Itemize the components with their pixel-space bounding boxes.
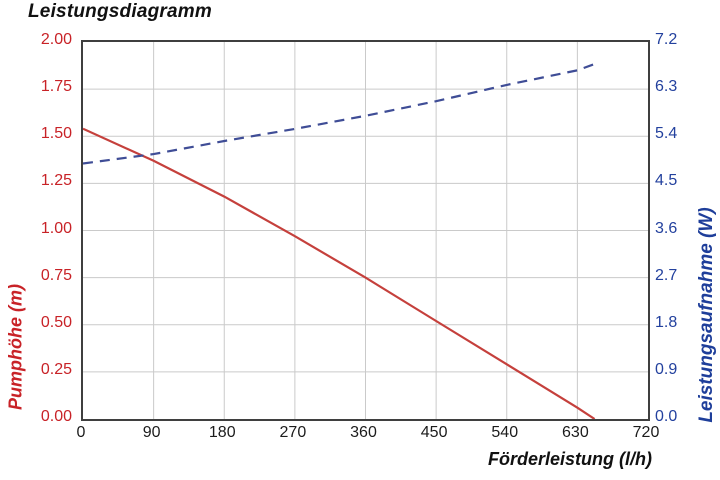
right-y-tick-label: 4.5 <box>655 172 678 190</box>
plot-area <box>81 40 650 421</box>
right-y-tick-label: 3.6 <box>655 219 678 237</box>
x-tick-label: 720 <box>632 424 660 441</box>
left-y-tick-label: 0.50 <box>40 313 72 331</box>
right-y-tick-label: 2.7 <box>655 266 678 284</box>
left-y-tick-label: 1.25 <box>40 172 72 190</box>
x-tick-label: 180 <box>208 424 236 441</box>
x-tick-label: 0 <box>76 424 86 441</box>
right-y-tick-label: 1.8 <box>655 313 678 331</box>
left-y-tick-label: 0.00 <box>40 408 72 425</box>
x-tick-label: 540 <box>491 424 519 441</box>
left-y-tick-label: 1.75 <box>40 78 72 96</box>
right-axis-label: Leistungsaufnahme (W) <box>696 207 717 423</box>
power-consumption-curve <box>83 62 595 165</box>
left-y-tick-label: 2.00 <box>40 31 72 48</box>
x-tick-label: 630 <box>562 424 589 441</box>
left-y-tick-label: 1.00 <box>40 219 72 237</box>
left-axis-label: Pumphöhe (m) <box>5 284 26 410</box>
x-axis-label: Förderleistung (l/h) <box>488 449 652 469</box>
x-tick-label: 450 <box>420 424 448 441</box>
left-y-tick-label: 1.50 <box>40 125 72 143</box>
x-tick-label: 270 <box>279 424 307 441</box>
right-y-tick-label: 0.9 <box>655 360 678 378</box>
right-y-tick-label: 5.4 <box>655 125 678 143</box>
pump-head-curve <box>83 127 596 419</box>
right-y-tick-label: 0.0 <box>655 408 678 425</box>
right-y-tick-label: 7.2 <box>655 31 678 48</box>
left-y-tick-label: 0.75 <box>40 266 72 284</box>
right-y-tick-label: 6.3 <box>655 78 678 96</box>
left-y-tick-label: 0.25 <box>40 360 72 378</box>
plot-canvas <box>83 42 648 419</box>
chart-title: Leistungsdiagramm <box>28 1 212 22</box>
x-tick-label: 90 <box>142 424 161 441</box>
x-tick-label: 360 <box>350 424 377 441</box>
